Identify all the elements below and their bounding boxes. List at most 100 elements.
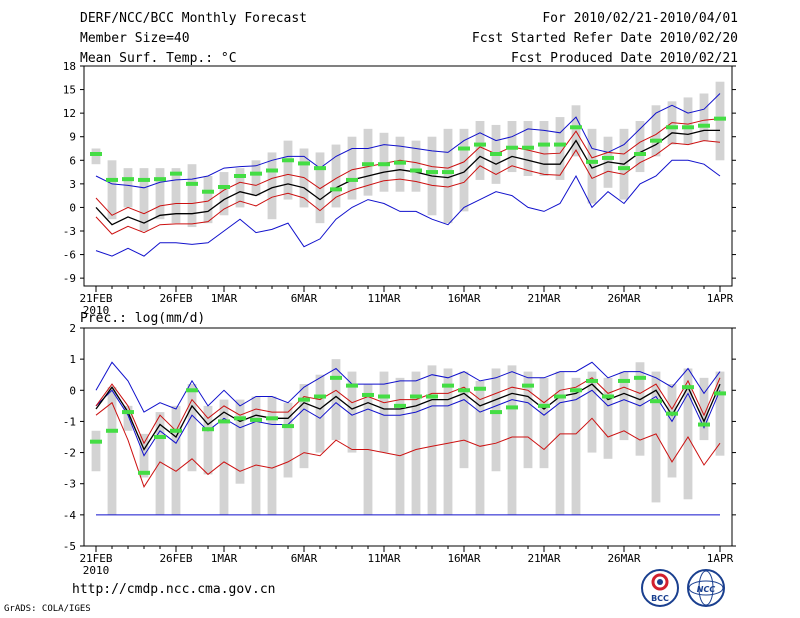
chart0-obs-marker — [250, 171, 262, 176]
precip-chart-title: Prec.: log(mm/d) — [80, 311, 205, 326]
chart1-obs-marker — [106, 428, 118, 433]
chart0-spread-bar — [155, 168, 165, 220]
chart0-obs-marker — [138, 177, 150, 182]
chart1-spread-bar — [395, 377, 405, 515]
chart1-spread-bar — [283, 402, 293, 478]
chart1-xtick-label: 21MAR — [527, 552, 560, 565]
chart0-spread-bar — [187, 164, 197, 228]
chart0-obs-marker — [618, 166, 630, 171]
chart0-xtick-label: 6MAR — [291, 292, 318, 305]
chart0-spread-bar — [219, 172, 229, 216]
chart1-spread-bar — [555, 371, 565, 515]
chart1-obs-marker — [554, 394, 566, 399]
chart1-obs-marker — [602, 394, 614, 399]
chart0-spread-bar — [171, 168, 181, 224]
chart0-lower-outer-line — [95, 159, 721, 257]
chart0-obs-marker — [682, 125, 694, 130]
chart0-upper-inner-line — [95, 118, 721, 216]
chart0-obs-marker — [714, 116, 726, 121]
bcc-logo: BCC — [641, 569, 679, 607]
chart0-spread-bar — [283, 140, 293, 200]
chart0-obs-marker — [490, 152, 502, 156]
chart1-obs-marker — [682, 385, 694, 390]
chart0-obs-marker — [650, 138, 662, 143]
chart0-spread-bar — [331, 144, 341, 208]
chart1-upper-inner-line — [95, 377, 721, 445]
chart0-ytick-label: -3 — [63, 225, 76, 238]
chart1-spread-bar — [203, 405, 213, 475]
chart0-spread-bar — [347, 136, 357, 200]
chart0-spread-bar — [475, 121, 485, 180]
chart1-obs-marker — [634, 375, 646, 380]
chart1-obs-marker — [90, 439, 102, 444]
chart1-obs-marker — [234, 416, 246, 421]
chart0-obs-marker — [458, 146, 470, 151]
chart0-spread-bar — [715, 81, 725, 161]
chart1-mean-line — [95, 383, 721, 451]
chart1-spread-bar — [699, 377, 709, 441]
chart1-spread-bar — [315, 374, 325, 453]
chart1-obs-marker — [394, 403, 406, 408]
chart1-spread-bar — [155, 412, 165, 515]
chart1-obs-marker — [666, 411, 678, 416]
chart1-spread-bar — [491, 368, 501, 472]
chart1-obs-marker — [698, 422, 710, 427]
chart1-spread-bar — [299, 384, 309, 469]
chart0-year-label: 2010 — [83, 304, 110, 317]
chart1-obs-marker — [170, 428, 182, 433]
chart1-obs-marker — [218, 419, 230, 424]
chart0-spread-bar — [443, 128, 453, 224]
chart1-spread-bar — [539, 377, 549, 469]
chart1-year-label: 2010 — [83, 564, 110, 577]
chart0-xtick-label: 26FEB — [159, 292, 192, 305]
chart0-obs-marker — [602, 155, 614, 160]
chart0-mean-line — [95, 129, 720, 226]
chart0-lower-inner-line — [95, 140, 721, 235]
chart0-spread-bar — [91, 148, 101, 165]
chart0-obs-marker — [202, 189, 214, 194]
chart0-ytick-label: 12 — [63, 107, 76, 120]
chart1-obs-marker — [330, 375, 342, 380]
chart1-lower-inner-line — [95, 401, 721, 488]
chart1-upper-outer-line — [95, 361, 721, 413]
chart0-frame — [83, 65, 733, 287]
chart1-spread-bar — [331, 359, 341, 441]
chart0-spread-bar — [635, 121, 645, 173]
chart0-obs-marker — [362, 162, 374, 167]
chart1-spread-bar — [571, 377, 581, 515]
chart0-obs-marker — [666, 125, 678, 130]
chart1-xtick-label: 1MAR — [211, 552, 238, 565]
chart0-xtick-label: 11MAR — [367, 292, 400, 305]
chart1-spread-bar — [235, 399, 245, 484]
chart0-obs-marker — [154, 177, 166, 182]
chart0-spread-bar — [267, 152, 277, 220]
chart0-obs-marker — [522, 145, 534, 150]
chart0-ytick-label: 15 — [63, 84, 76, 97]
chart1-obs-marker — [282, 424, 294, 429]
chart0-spread-bar — [203, 176, 213, 224]
chart0-xtick-label: 21MAR — [527, 292, 560, 305]
chart0-spread-bar — [411, 140, 421, 192]
chart0-obs-marker — [170, 171, 182, 176]
chart1-ytick-label: -1 — [63, 415, 76, 428]
chart1-obs-marker — [570, 388, 582, 393]
chart1-xtick-label: 11MAR — [367, 552, 400, 565]
chart0-spread-bar — [459, 128, 469, 212]
chart0-spread-bar — [587, 128, 597, 204]
chart1-spread-bar — [475, 380, 485, 515]
chart0-ytick-label: 9 — [69, 131, 76, 144]
chart0-obs-marker — [410, 168, 422, 173]
chart0-obs-marker — [554, 142, 566, 147]
chart0-spread-bar — [651, 105, 661, 157]
chart0-ytick-label: -9 — [63, 272, 76, 285]
chart0-spread-bar — [699, 93, 709, 141]
chart1-spread-bar — [267, 396, 277, 515]
chart1-ytick-label: -2 — [63, 447, 76, 460]
chart1-obs-marker — [250, 417, 262, 422]
chart0-spread-bar — [107, 160, 117, 220]
chart0-obs-marker — [122, 177, 134, 182]
chart1-xtick-label: 16MAR — [447, 552, 480, 565]
chart0-obs-marker — [698, 123, 710, 128]
chart0-spread-bar — [139, 168, 149, 231]
chart1-obs-marker — [266, 416, 278, 421]
